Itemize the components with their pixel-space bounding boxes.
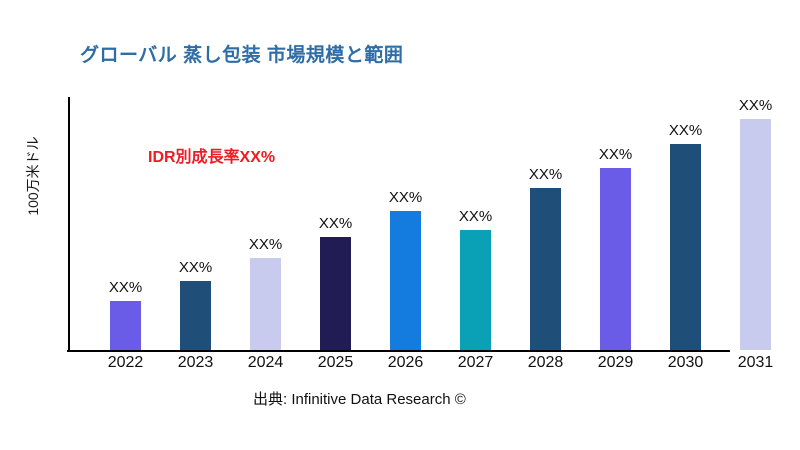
bar-value-label: XX%	[668, 122, 703, 139]
bar-value-label: XX%	[318, 215, 353, 232]
bar-2022	[110, 301, 141, 350]
bar-value-label: XX%	[528, 166, 563, 183]
x-tick-label: 2026	[387, 354, 424, 371]
chart-title: グローバル 蒸し包装 市場規模と範囲	[80, 45, 404, 66]
bar-2029	[600, 168, 631, 350]
growth-rate-annotation: IDR別成長率XX%	[148, 149, 276, 166]
bar-value-label: XX%	[388, 189, 423, 206]
x-tick-label: 2029	[597, 354, 634, 371]
bar-value-label: XX%	[598, 146, 633, 163]
source-credit: 出典: Infinitive Data Research ©	[253, 391, 466, 408]
bar-2025	[320, 237, 351, 350]
bar-2026	[390, 211, 421, 350]
bar-value-label: XX%	[178, 259, 213, 276]
x-tick-label: 2022	[107, 354, 144, 371]
x-tick-label: 2028	[527, 354, 564, 371]
x-tick-label: 2030	[667, 354, 704, 371]
x-axis-line	[67, 350, 730, 352]
bar-2028	[530, 188, 561, 350]
x-tick-label: 2025	[317, 354, 354, 371]
x-tick-label: 2023	[177, 354, 214, 371]
x-tick-label: 2027	[457, 354, 494, 371]
bar-value-label: XX%	[108, 279, 143, 296]
bar-value-label: XX%	[248, 236, 283, 253]
x-tick-label: 2024	[247, 354, 284, 371]
bar-2024	[250, 258, 281, 350]
bar-2031	[740, 119, 771, 350]
bar-2030	[670, 144, 701, 350]
bar-2027	[460, 230, 491, 350]
bar-value-label: XX%	[738, 97, 773, 114]
x-tick-label: 2031	[737, 354, 774, 371]
y-axis-line	[68, 97, 70, 352]
bar-2023	[180, 281, 211, 350]
bar-value-label: XX%	[458, 208, 493, 225]
y-axis-label: 100万米ドル	[25, 136, 41, 216]
